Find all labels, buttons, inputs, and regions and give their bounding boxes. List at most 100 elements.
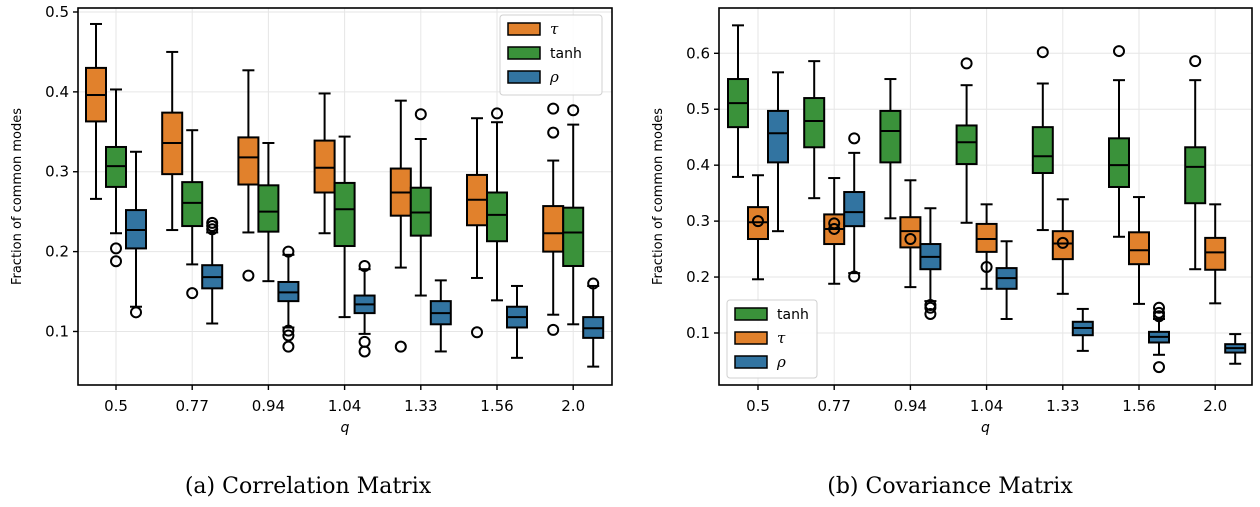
- outlier-point: [358, 259, 371, 272]
- box-tanh-1.04: [333, 135, 356, 319]
- outlier-point: [752, 215, 764, 228]
- legend-swatch-tanh: [734, 307, 768, 321]
- box-iqr: [975, 222, 998, 253]
- legend-swatch-rho: [507, 70, 541, 84]
- legend-label-rho: ρ: [776, 353, 786, 371]
- outlier-point: [491, 107, 503, 120]
- outlier-point: [828, 222, 841, 235]
- outlier-point: [1153, 306, 1165, 319]
- box-tau-0.77: [823, 177, 846, 285]
- box-rho-0.94: [919, 207, 942, 320]
- outlier-point: [1189, 55, 1202, 68]
- outlier-point: [587, 277, 600, 290]
- outlier-point: [924, 301, 937, 314]
- y-tick-label: 0.5: [45, 3, 69, 21]
- series-tau: [85, 22, 565, 353]
- box-rho-0.5: [767, 71, 789, 233]
- chart-correlation: 0.1 0.2 0.3 0.4 0.5 0.5 0.77 0.94 1.04 1.33 1.56 2.…: [10, 3, 613, 436]
- box-tau-1.56: [466, 117, 488, 339]
- outlier-point: [904, 233, 917, 246]
- box-iqr: [257, 184, 280, 233]
- box-tanh-0.94: [257, 141, 280, 283]
- outlier-point: [1153, 301, 1165, 314]
- legend-label-tau: τ: [550, 20, 559, 38]
- box-iqr: [333, 181, 356, 248]
- outlier-point: [186, 287, 199, 300]
- legend-swatch-tau: [734, 331, 768, 345]
- box-tau-0.94: [237, 69, 260, 282]
- box-tanh-1.56: [486, 107, 508, 302]
- box-iqr: [181, 181, 204, 228]
- box-tanh-0.5: [105, 88, 127, 268]
- outlier-point: [1056, 236, 1069, 249]
- box-iqr: [879, 109, 902, 164]
- outlier-point: [1153, 310, 1165, 323]
- box-tanh-0.77: [181, 129, 204, 300]
- box-iqr: [1204, 236, 1227, 271]
- outlier-point: [282, 340, 295, 353]
- box-iqr: [803, 97, 826, 149]
- outlier-point: [282, 324, 295, 337]
- box-iqr: [1108, 137, 1130, 188]
- outlier-point: [394, 340, 407, 353]
- box-iqr: [1031, 126, 1054, 175]
- x-tick-label: 1.33: [1046, 397, 1079, 415]
- box-rho-0.94: [277, 245, 300, 353]
- y-tick-label: 0.3: [45, 163, 69, 181]
- outlier-point: [358, 335, 371, 348]
- box-tau-1.56: [1128, 196, 1150, 305]
- outlier-point: [358, 345, 371, 358]
- outlier-point: [110, 242, 122, 255]
- box-iqr: [767, 109, 789, 164]
- box-iqr: [542, 205, 565, 253]
- outlier-point: [282, 245, 295, 258]
- x-tick-label: 0.94: [252, 397, 285, 415]
- box-tanh-0.77: [803, 60, 826, 200]
- x-tick-label: 0.77: [817, 397, 850, 415]
- x-tick-label: 1.04: [328, 397, 361, 415]
- x-tick-label: 0.94: [894, 397, 927, 415]
- box-tau-1.04: [975, 203, 998, 290]
- box-tau-0.94: [899, 179, 922, 289]
- box-iqr: [899, 216, 922, 249]
- x-tick-label: 1.04: [970, 397, 1003, 415]
- box-iqr: [313, 139, 336, 194]
- outlier-point: [980, 260, 993, 273]
- outlier-point: [110, 255, 122, 268]
- outlier-point: [567, 104, 580, 117]
- series-tanh: [727, 24, 1207, 271]
- x-tick-label: 0.5: [746, 397, 770, 415]
- box-iqr: [955, 124, 978, 166]
- box-rho-1.56: [506, 284, 528, 359]
- legend-label-rho: ρ: [549, 68, 559, 86]
- y-tick-label: 0.1: [686, 324, 710, 342]
- box-rho-1.04: [353, 259, 376, 358]
- x-tick-label: 2.0: [561, 397, 585, 415]
- box-tanh-1.33: [1031, 46, 1054, 232]
- box-rho-0.77: [201, 216, 224, 325]
- legend-label-tanh: tanh: [777, 307, 809, 323]
- x-tick-label: 1.56: [1122, 397, 1155, 415]
- outlier-point: [960, 57, 973, 70]
- outlier-point: [547, 323, 560, 336]
- box-iqr: [843, 191, 866, 228]
- y-tick-label: 0.2: [686, 268, 710, 286]
- series-rho: [125, 150, 605, 368]
- box-iqr: [1051, 230, 1074, 261]
- series-rho: [767, 71, 1247, 374]
- box-rho-0.5: [125, 150, 147, 319]
- y-tick-label: 0.2: [45, 243, 69, 261]
- x-tick-label: 0.77: [175, 397, 208, 415]
- x-axis-label: q: [981, 420, 990, 436]
- y-tick-label: 0.5: [686, 100, 710, 118]
- outlier-point: [1036, 46, 1049, 59]
- legend-swatch-tau: [507, 22, 541, 36]
- box-iqr: [562, 206, 585, 267]
- box-tau-1.04: [313, 92, 336, 235]
- x-axis-label: q: [341, 420, 350, 436]
- outlier-point: [828, 217, 841, 230]
- box-tanh-1.04: [955, 57, 978, 224]
- y-tick-label: 0.4: [686, 156, 710, 174]
- box-tau-0.5: [747, 174, 769, 281]
- box-tanh-1.56: [1108, 45, 1130, 238]
